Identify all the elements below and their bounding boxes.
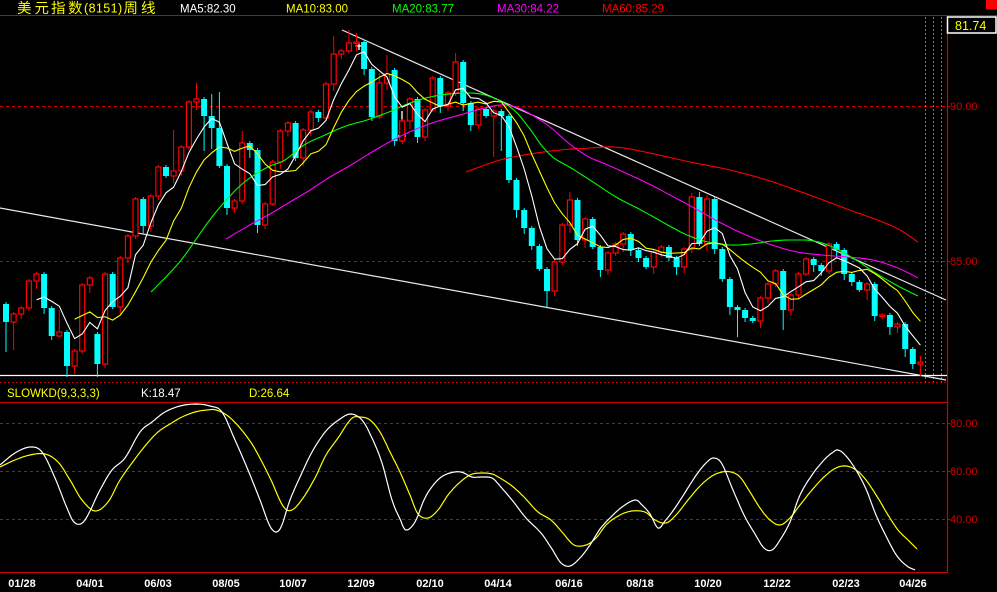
svg-text:SLOWKD(9,3,3,3): SLOWKD(9,3,3,3) xyxy=(7,388,100,400)
svg-text:01/28: 01/28 xyxy=(8,578,36,590)
svg-text:K:18.47: K:18.47 xyxy=(141,388,181,400)
svg-text:81.74: 81.74 xyxy=(955,19,986,33)
svg-text:10/20: 10/20 xyxy=(694,578,722,590)
svg-text:12/22: 12/22 xyxy=(763,578,791,590)
svg-text:04/26: 04/26 xyxy=(899,578,927,590)
svg-text:MA10:83.00: MA10:83.00 xyxy=(286,4,348,16)
svg-text:04/01: 04/01 xyxy=(76,578,104,590)
svg-text:90.00: 90.00 xyxy=(950,101,978,113)
svg-text:MA60:85.29: MA60:85.29 xyxy=(602,4,664,16)
svg-text:MA5:82.30: MA5:82.30 xyxy=(180,4,236,16)
svg-text:60.00: 60.00 xyxy=(950,466,978,478)
svg-text:85.00: 85.00 xyxy=(950,256,978,268)
svg-text:80.00: 80.00 xyxy=(950,418,978,430)
svg-text:02/10: 02/10 xyxy=(416,578,444,590)
svg-text:08/18: 08/18 xyxy=(626,578,654,590)
svg-text:04/14: 04/14 xyxy=(484,578,512,590)
svg-text:(8151): (8151) xyxy=(84,2,123,16)
svg-text:D:26.64: D:26.64 xyxy=(249,388,290,400)
svg-text:06/16: 06/16 xyxy=(555,578,583,590)
svg-text:MA30:84.22: MA30:84.22 xyxy=(497,4,559,16)
svg-text:40.00: 40.00 xyxy=(950,514,978,526)
svg-text:MA20:83.77: MA20:83.77 xyxy=(392,4,454,16)
svg-text:06/03: 06/03 xyxy=(144,578,172,590)
svg-text:12/09: 12/09 xyxy=(347,578,375,590)
svg-text:10/07: 10/07 xyxy=(279,578,307,590)
svg-text:08/05: 08/05 xyxy=(212,578,240,590)
svg-text:02/23: 02/23 xyxy=(832,578,860,590)
